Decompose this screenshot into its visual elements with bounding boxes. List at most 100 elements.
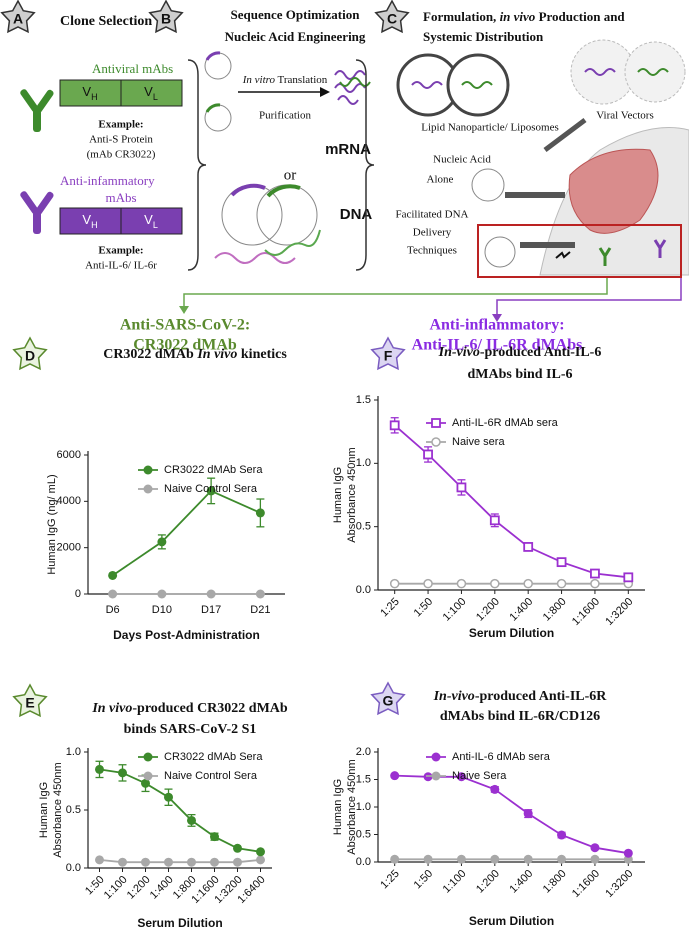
marker: [164, 792, 173, 802]
marker: [456, 854, 466, 864]
marker: [108, 570, 118, 580]
x-tick-label: 1:3200: [603, 868, 635, 900]
viral-label: Viral Vectors: [596, 110, 653, 122]
marker: [590, 578, 600, 589]
x-tick-label: 1:3200: [603, 596, 635, 628]
badge-letter: F: [384, 348, 393, 364]
arrowhead: [179, 306, 189, 314]
lipid-nanoparticle: [446, 53, 510, 117]
marker: [256, 855, 265, 865]
marker: [187, 857, 196, 867]
marker: [423, 449, 433, 460]
syringe: [543, 118, 587, 152]
brace: [187, 59, 207, 271]
antibody-icon: [598, 247, 612, 266]
plasmid-insert: [205, 51, 221, 61]
y-axis-label: Human IgG: [332, 779, 344, 835]
marker: [431, 752, 441, 762]
vl: VL: [144, 212, 158, 230]
dna-insert: [230, 183, 266, 197]
x-tick-label: 1:400: [148, 874, 176, 902]
or-label: or: [284, 167, 297, 183]
marker: [187, 815, 196, 825]
arrowhead: [320, 87, 330, 97]
chart-title: In-vivo-produced Anti-IL-6R: [433, 689, 608, 704]
badge-star: [374, 0, 410, 34]
legend-label: CR3022 dMAb Sera: [164, 464, 263, 476]
example-label: Example:: [98, 245, 143, 257]
muscle: [568, 148, 659, 234]
title-part: In vivo: [196, 347, 237, 362]
badge-letter: D: [25, 348, 35, 364]
y-tick-label: 1.5: [356, 394, 371, 406]
marker: [210, 857, 219, 867]
y-tick-label: 0.0: [356, 856, 371, 868]
payload: [584, 68, 616, 76]
y-axis-label: Human IgG (ng/ mL): [46, 474, 58, 574]
marker: [523, 542, 534, 552]
dna-strand: [264, 229, 321, 256]
marker: [490, 578, 500, 589]
x-tick-label: 1:100: [102, 874, 130, 902]
step-label: In vitro Translation: [242, 74, 328, 86]
payload: [637, 68, 669, 76]
antibody-name: Anti-infammatory: [60, 173, 155, 188]
title-part: -produced Anti-IL-6: [480, 345, 601, 360]
badge-star: [370, 336, 406, 371]
marker: [623, 848, 633, 858]
y-axis-label: Human IgG: [38, 782, 50, 838]
y-tick-label: 1.0: [356, 457, 371, 469]
marker: [423, 578, 433, 589]
y-axis-label: Human IgG: [332, 467, 344, 523]
marker: [157, 537, 167, 547]
antibody-icon: [20, 191, 54, 234]
badge-star: [370, 681, 406, 716]
antibody-icon: [653, 239, 667, 258]
marker: [490, 784, 500, 794]
marker: [164, 857, 173, 867]
x-axis-label: Serum Dilution: [469, 626, 554, 640]
x-axis-label: Days Post-Administration: [113, 628, 260, 642]
y-tick-label: 0.5: [356, 521, 371, 533]
title-part: CR3022 dMAb: [103, 347, 197, 362]
x-tick-label: 1:1600: [570, 868, 602, 900]
x-tick-label: 1:200: [474, 868, 502, 896]
antibody-name: mAbs: [105, 190, 136, 205]
marker: [431, 418, 441, 428]
x-tick-label: D21: [250, 604, 270, 616]
x-tick-label: D6: [106, 604, 120, 616]
section-heading: Anti-SARS-CoV-2:: [120, 317, 250, 334]
series-line: [394, 774, 629, 855]
flow-arrows: [179, 278, 682, 322]
y-tick-label: 2.0: [356, 746, 371, 758]
payload: [461, 81, 493, 89]
marker: [523, 578, 533, 589]
antibody-icon: [20, 89, 54, 132]
marker: [233, 843, 242, 853]
dna-insert: [266, 184, 301, 198]
x-tick-label: 1:50: [412, 596, 436, 620]
marker: [206, 589, 216, 599]
electric: [555, 251, 571, 259]
marker: [143, 771, 153, 781]
facilitated-label: Techniques: [407, 245, 457, 257]
badge-letter: B: [161, 11, 171, 27]
marker: [95, 764, 104, 774]
title-part: -produced Anti-IL-6R: [475, 689, 607, 704]
title-part: kinetics: [237, 347, 287, 362]
title-part: dMAbs bind IL-6R/CD126: [440, 709, 600, 724]
badge-letter: E: [25, 695, 34, 711]
example: Anti-IL-6/ IL-6r: [85, 260, 157, 272]
dna-label: DNA: [340, 206, 373, 223]
legend-label: Naive sera: [452, 436, 505, 448]
title-part: In-vivo: [438, 345, 480, 360]
x-tick-label: 1:200: [474, 596, 502, 624]
marker: [389, 420, 400, 431]
chart-title: dMAbs bind IL-6: [467, 367, 572, 382]
marker: [256, 847, 265, 857]
plasmid: [484, 236, 516, 268]
chart: In vivo-produced CR3022 dMAb binds SARS-C…: [38, 701, 288, 930]
marker: [431, 437, 441, 447]
title-part: In-vivo: [433, 689, 475, 704]
